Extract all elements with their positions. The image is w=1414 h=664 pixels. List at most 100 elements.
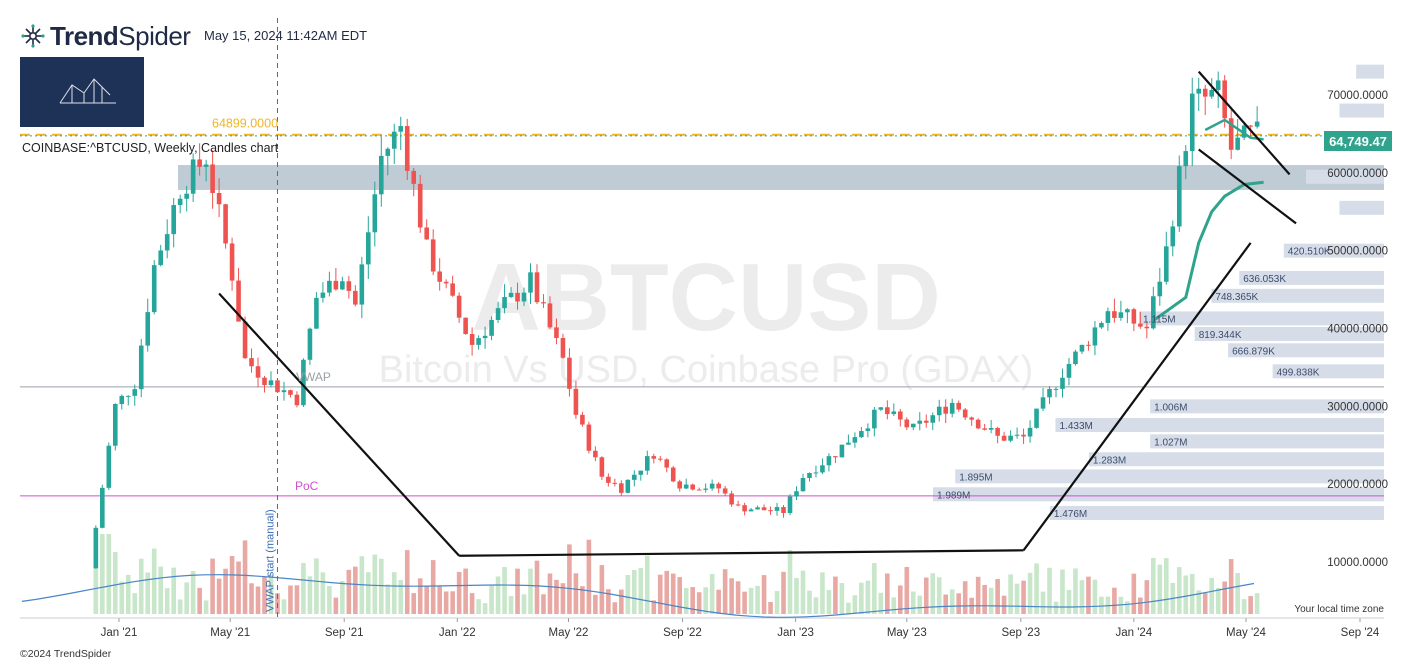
candle (606, 473, 611, 487)
y-tick-label: 10000.0000 (1327, 557, 1388, 569)
volume-bar (1066, 590, 1072, 614)
volume-bar (846, 602, 851, 614)
volume-bar (872, 563, 877, 614)
candle (476, 335, 481, 350)
candle (502, 284, 507, 314)
volume-bar (1163, 558, 1169, 614)
volume-bar (898, 585, 903, 614)
volume-bar (800, 570, 806, 614)
candle (1053, 386, 1059, 398)
candle (554, 318, 559, 345)
volume-bar (268, 574, 274, 614)
candle (515, 282, 520, 310)
candle (1157, 268, 1163, 306)
candle (632, 470, 637, 487)
volume-bar (638, 568, 644, 614)
volume-bar (366, 572, 371, 614)
candle (1189, 77, 1195, 167)
volume-bar (534, 560, 540, 614)
candle (677, 479, 683, 492)
copyright: ©2024 TrendSpider (20, 648, 112, 660)
volume-bar (774, 590, 780, 614)
candle (450, 275, 455, 297)
candle (469, 327, 475, 356)
volume-bar (489, 585, 494, 614)
candle (443, 279, 449, 289)
volume-bar (807, 590, 812, 614)
volume-bar (1086, 576, 1091, 614)
volume-profile-label: 666.879K (1232, 346, 1275, 357)
timestamp: May 15, 2024 11:42AM EDT (204, 28, 368, 43)
volume-bar (755, 585, 760, 614)
candle (936, 399, 942, 422)
candle (391, 123, 397, 165)
last-price-badge: 64,749.47 (1324, 131, 1392, 151)
vwap-label: VWAP (296, 370, 331, 384)
volume-average-line (21, 574, 1255, 618)
volume-profile-label: 819.344K (1199, 330, 1242, 341)
volume-bar (936, 577, 942, 614)
volume-bar (923, 577, 929, 614)
candle (437, 258, 442, 291)
candle (1047, 386, 1052, 404)
volume-bar (294, 585, 300, 614)
volume-bar (216, 578, 222, 614)
candle (975, 418, 981, 430)
candle (184, 186, 189, 212)
candle (366, 216, 371, 280)
candle (885, 400, 890, 420)
candle (262, 376, 267, 393)
volume-bar (184, 582, 189, 614)
candle (1151, 286, 1156, 330)
x-tick-label: Jan '22 (439, 627, 476, 639)
candle (353, 285, 358, 307)
volume-bar (372, 554, 378, 614)
volume-bar (281, 599, 287, 614)
volume-bar (696, 592, 702, 614)
volume-bar (632, 570, 637, 614)
volume-bar (975, 576, 981, 614)
volume-bar (100, 534, 105, 614)
volume-profile-label: 1.115M (1143, 314, 1176, 325)
volume-bar (1112, 587, 1117, 614)
volume-bar (236, 561, 241, 614)
candle (904, 417, 910, 431)
volume-bar (904, 567, 910, 614)
y-tick-label: 60000.0000 (1327, 168, 1388, 180)
candle (826, 453, 832, 472)
candle (1176, 155, 1182, 232)
candle (930, 412, 936, 431)
volume-bar (242, 540, 248, 614)
candle (612, 478, 618, 487)
volume-bar (910, 591, 916, 614)
candle (456, 292, 462, 323)
volume-bar (794, 578, 799, 614)
x-tick-label: Sep '21 (325, 627, 364, 639)
volume-bar (813, 597, 819, 614)
volume-bar (599, 565, 605, 614)
volume-bar (547, 573, 553, 614)
volume-bar (735, 581, 741, 614)
candle (651, 453, 657, 464)
volume-bar (385, 584, 391, 614)
volume-profile-label: 1.027M (1154, 437, 1187, 448)
volume-bar (1254, 593, 1260, 614)
candle (735, 500, 741, 507)
volume-bar (469, 593, 475, 614)
candle (619, 480, 624, 496)
candle (132, 384, 138, 406)
volume-bar (495, 576, 501, 614)
volume-profile-bar (1088, 452, 1384, 467)
candle (1215, 71, 1221, 109)
volume-bar (956, 593, 961, 614)
candle (223, 203, 228, 249)
volume-bar (197, 587, 202, 614)
volume-bar (651, 600, 657, 614)
candle (1040, 387, 1046, 412)
volume-bar (833, 576, 838, 614)
timezone-label[interactable]: Your local time zone (1294, 604, 1384, 615)
candle (1183, 145, 1189, 180)
x-tick-label: May '24 (1226, 627, 1267, 639)
volume-bar (690, 587, 695, 614)
